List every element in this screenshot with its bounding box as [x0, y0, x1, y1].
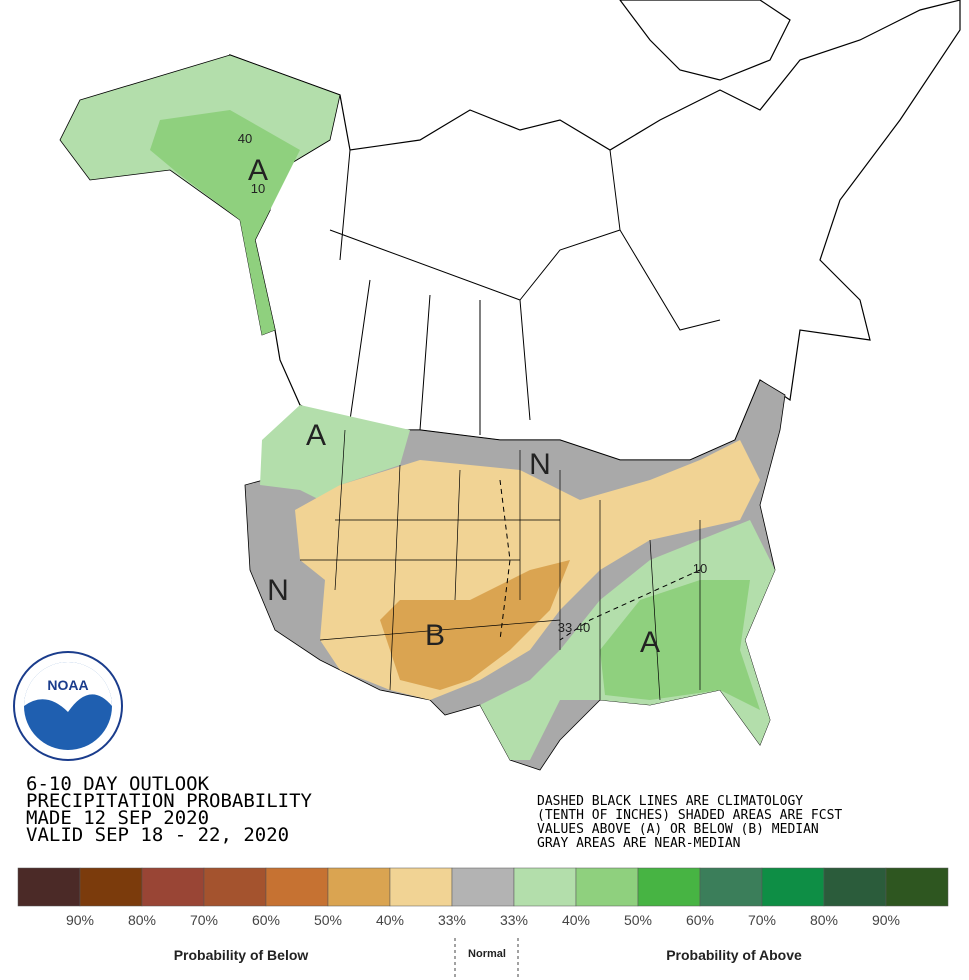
legend-label: 50%: [314, 912, 342, 928]
legend-label: 90%: [66, 912, 94, 928]
legend-swatch: [265, 867, 329, 907]
outlook-note: (TENTH OF INCHES) SHADED AREAS ARE FCST: [537, 808, 842, 823]
map-label: A: [306, 419, 326, 452]
outlook-note: VALUES ABOVE (A) OR BELOW (B) MEDIAN: [537, 822, 819, 837]
legend-swatch: [17, 867, 81, 907]
southeast-above-40: [600, 580, 760, 710]
noaa-logo: NOAA: [13, 651, 123, 761]
map-label: 10: [251, 181, 265, 196]
outlook-note: DASHED BLACK LINES ARE CLIMATOLOGY: [537, 794, 803, 809]
legend-label: 40%: [376, 912, 404, 928]
map-label: N: [529, 448, 551, 481]
legend-swatch: [327, 867, 391, 907]
outlook-note: GRAY AREAS ARE NEAR-MEDIAN: [537, 836, 741, 851]
legend-below-title: Probability of Below: [174, 947, 309, 963]
legend-swatch: [575, 867, 639, 907]
legend-swatch: [389, 867, 453, 907]
legend-above-title: Probability of Above: [666, 947, 802, 963]
legend-label: 70%: [190, 912, 218, 928]
alaska-above-40: [150, 110, 300, 335]
map-label: 33: [558, 620, 572, 635]
legend-swatch: [637, 867, 701, 907]
legend-normal-title: Normal: [468, 948, 506, 960]
land-outline: [229, 0, 961, 461]
legend-swatch: [451, 867, 515, 907]
legend-label: 70%: [748, 912, 776, 928]
legend-label: 80%: [128, 912, 156, 928]
legend-label: 50%: [624, 912, 652, 928]
legend-label: 40%: [562, 912, 590, 928]
legend-swatch: [141, 867, 205, 907]
legend-label: 90%: [872, 912, 900, 928]
northwest-above: [260, 405, 410, 500]
legend-label: 33%: [500, 912, 528, 928]
legend-swatch: [79, 867, 143, 907]
legend-swatch: [761, 867, 825, 907]
below-40: [380, 560, 570, 690]
legend-swatch: [203, 867, 267, 907]
legend-label: 80%: [810, 912, 838, 928]
outlook-header: 6-10 DAY OUTLOOK: [26, 773, 210, 795]
state-lines: [300, 429, 701, 701]
outlook-header: VALID SEP 18 - 22, 2020: [26, 824, 289, 846]
legend-swatch: [513, 867, 577, 907]
outlook-header: MADE 12 SEP 2020: [26, 807, 209, 829]
legend-label: 60%: [252, 912, 280, 928]
map-label: 40: [238, 131, 252, 146]
map-label: 40: [576, 620, 590, 635]
legend-swatch: [699, 867, 763, 907]
climatology-lines: [499, 479, 701, 641]
map-label: B: [425, 619, 445, 652]
legend-swatch: [885, 867, 949, 907]
legend-label: 60%: [686, 912, 714, 928]
legend-swatch: [823, 867, 887, 907]
map-label: A: [640, 626, 660, 659]
map-label: 10: [693, 561, 707, 576]
outlook-header: PRECIPITATION PROBABILITY: [26, 790, 313, 812]
greenland: [619, 0, 791, 81]
legend-label: 33%: [438, 912, 466, 928]
logo-text: NOAA: [47, 677, 88, 693]
map-label: N: [267, 574, 289, 607]
map-label: A: [248, 154, 268, 187]
